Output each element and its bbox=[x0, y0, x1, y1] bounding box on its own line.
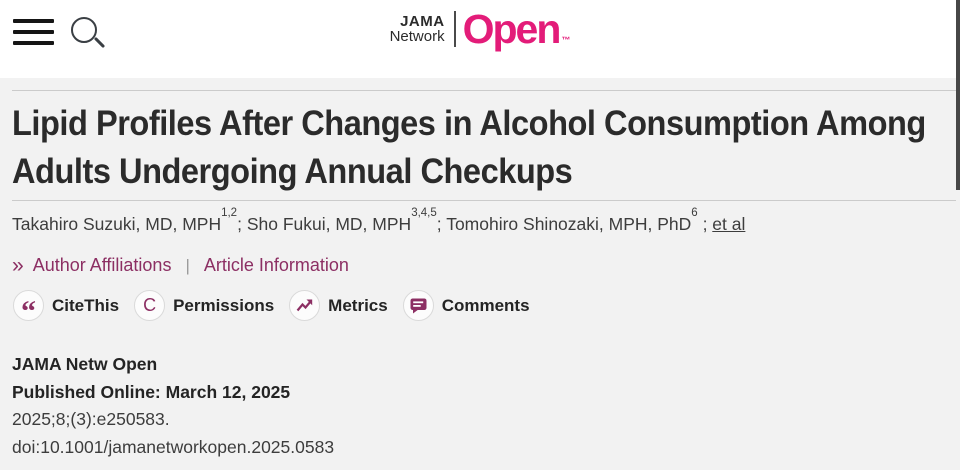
scrollbar-thumb[interactable] bbox=[956, 0, 960, 190]
logo-jama-network: JAMA Network bbox=[390, 11, 445, 44]
cite-this-label: CiteThis bbox=[52, 295, 120, 315]
author-separator: ; bbox=[697, 214, 713, 234]
citation-block: JAMA Netw Open Published Online: March 1… bbox=[12, 351, 334, 461]
hamburger-bar bbox=[13, 30, 54, 34]
hamburger-bar bbox=[13, 19, 54, 23]
header-divider bbox=[12, 90, 956, 91]
logo-trademark: ™ bbox=[561, 35, 571, 45]
author-superscript: 3,4,5 bbox=[411, 207, 437, 220]
article-information-link[interactable]: Article Information bbox=[203, 255, 349, 275]
nav-links-divider: | bbox=[185, 255, 190, 275]
doi-text: doi:10.1001/jamanetworkopen.2025.0583 bbox=[12, 436, 335, 457]
et-al-link[interactable]: et al bbox=[712, 214, 746, 234]
search-icon[interactable] bbox=[71, 17, 107, 51]
trend-up-icon bbox=[289, 290, 321, 321]
copyright-icon: C bbox=[134, 290, 166, 321]
action-buttons-row: “ CiteThis C Permissions Metrics Comment… bbox=[13, 290, 545, 327]
comments-button[interactable]: Comments bbox=[402, 290, 530, 321]
metrics-label: Metrics bbox=[328, 295, 388, 315]
topbar: JAMA Network Open ™ bbox=[0, 0, 960, 78]
author-separator: ; bbox=[237, 214, 247, 234]
author-name: Tomohiro Shinozaki, MPH, PhD bbox=[446, 214, 692, 234]
cite-this-button[interactable]: “ CiteThis bbox=[13, 290, 120, 327]
author-separator: ; bbox=[436, 214, 447, 234]
published-online-date: Published Online: March 12, 2025 bbox=[12, 381, 291, 402]
permissions-label: Permissions bbox=[173, 295, 275, 315]
search-lens bbox=[71, 17, 97, 43]
hamburger-menu-icon[interactable] bbox=[13, 19, 54, 47]
jama-network-open-logo[interactable]: JAMA Network Open ™ bbox=[0, 6, 960, 52]
logo-network-text: Network bbox=[389, 28, 445, 45]
double-chevron-icon: » bbox=[12, 253, 24, 277]
logo-divider bbox=[453, 11, 456, 47]
page-title: Lipid Profiles After Changes in Alcohol … bbox=[12, 104, 926, 191]
comments-label: Comments bbox=[441, 295, 530, 315]
quote-icon: “ bbox=[13, 290, 44, 327]
permissions-button[interactable]: C Permissions bbox=[134, 290, 274, 321]
citation-text: 2025;8;(3):e250583. bbox=[12, 409, 170, 429]
hamburger-bar bbox=[13, 41, 54, 45]
logo-jama-text: JAMA bbox=[400, 13, 445, 30]
title-divider bbox=[12, 200, 956, 201]
journal-name: JAMA Netw Open bbox=[12, 354, 158, 374]
article-nav-links: » Author Affiliations | Article Informat… bbox=[12, 255, 349, 276]
author-superscript: 6 bbox=[691, 207, 698, 220]
metrics-button[interactable]: Metrics bbox=[289, 290, 388, 321]
authors-line: Takahiro Suzuki, MD, MPH1,2; Sho Fukui, … bbox=[12, 207, 746, 235]
logo-open-text: Open bbox=[462, 6, 562, 52]
author-superscript: 1,2 bbox=[221, 207, 238, 220]
author-affiliations-link[interactable]: Author Affiliations bbox=[32, 255, 172, 275]
author-name: Sho Fukui, MD, MPH bbox=[246, 214, 412, 234]
comment-icon bbox=[402, 290, 434, 321]
author-name: Takahiro Suzuki, MD, MPH bbox=[12, 214, 222, 234]
